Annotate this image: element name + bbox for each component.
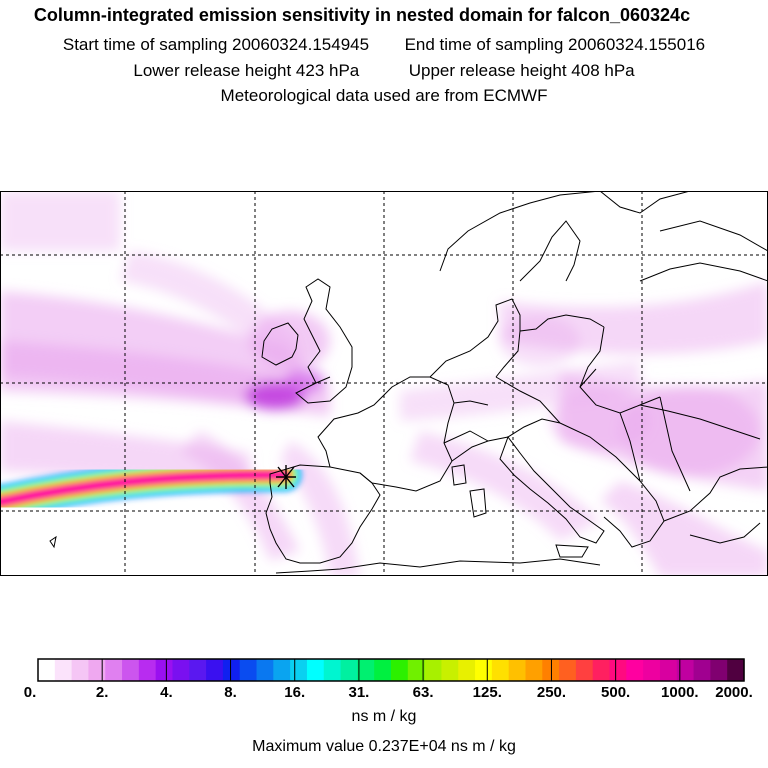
colorbar-cell — [138, 659, 157, 681]
maximum-value-label: Maximum value 0.237E+04 ns m / kg — [252, 738, 516, 755]
plot-title: Column-integrated emission sensitivity i… — [33, 5, 691, 25]
emission-plume — [1, 457, 302, 519]
colorbar-cell — [441, 659, 459, 681]
colorbar-cell — [155, 659, 174, 681]
colorbar-cell — [693, 659, 711, 681]
colorbar-cell — [710, 659, 728, 681]
coastlines — [49, 192, 767, 574]
start-time-label: Start time of sampling 20060324.154945 — [62, 35, 370, 54]
colorbar-tick-label: 2000. — [715, 684, 753, 701]
colorbar-cell — [222, 659, 241, 681]
colorbar-cell — [727, 659, 745, 681]
colorbar-cell — [458, 659, 476, 681]
colorbar-cell — [88, 659, 106, 681]
colorbar-cell — [676, 659, 695, 681]
colorbar-cell — [357, 659, 375, 681]
upper-height-label: Upper release height 408 hPa — [408, 61, 635, 80]
colorbar-cell — [38, 659, 56, 681]
colorbar-tick-label: 250. — [536, 684, 567, 701]
colorbar-cell — [475, 659, 493, 681]
colorbar-cell — [306, 659, 325, 681]
colorbar-tick-label: 2. — [95, 684, 109, 701]
colorbar-cell — [391, 659, 409, 681]
colorbar-cell — [592, 659, 611, 681]
colorbar-cell — [256, 659, 274, 681]
colorbar-tick-label: 500. — [601, 684, 631, 701]
colorbar-tick-label: 0. — [23, 684, 37, 701]
end-time-label: End time of sampling 20060324.155016 — [404, 35, 706, 54]
colorbar-cell — [659, 659, 678, 681]
colorbar-cell — [239, 659, 258, 681]
release-heights: Lower release height 423 hPa Upper relea… — [0, 61, 768, 81]
colorbar — [37, 658, 745, 682]
colorbar-unit-label: ns m / kg — [351, 708, 417, 725]
colorbar-cell — [122, 659, 140, 681]
sampling-times: Start time of sampling 20060324.154945 E… — [0, 35, 768, 55]
colorbar-cell — [340, 659, 358, 681]
colorbar-frame — [37, 658, 745, 682]
colorbar-cell — [323, 659, 342, 681]
colorbar-cell — [525, 659, 543, 681]
colorbar-tick-label: 8. — [224, 684, 237, 701]
colorbar-cell — [290, 659, 308, 681]
colorbar-tick-label: 1000. — [661, 684, 699, 701]
colorbar-cell — [491, 659, 510, 681]
colorbar-cell — [643, 659, 661, 681]
colorbar-tick-label: 16. — [284, 684, 306, 701]
colorbar-cell — [424, 659, 443, 681]
colorbar-cell — [54, 659, 73, 681]
colorbar-cell — [559, 659, 577, 681]
colorbar-tick-label: 125. — [472, 684, 502, 701]
met-data-label: Meteorological data used are from ECMWF — [220, 86, 548, 105]
colorbar-dividers — [101, 659, 681, 681]
colorbar-cell — [71, 659, 90, 681]
colorbar-cell — [273, 659, 291, 681]
colorbar-cell — [206, 659, 224, 681]
colorbar-cell — [172, 659, 190, 681]
colorbar-cells — [38, 659, 745, 681]
colorbar-cell — [626, 659, 644, 681]
colorbar-cell — [609, 659, 627, 681]
colorbar-tick-label: 63. — [412, 684, 434, 701]
colorbar-cell — [189, 659, 207, 681]
sensitivity-map — [0, 191, 768, 576]
colorbar-tick-label: 31. — [348, 684, 370, 701]
graticule — [1, 192, 767, 575]
colorbar-cell — [374, 659, 392, 681]
colorbar-cell — [105, 659, 123, 681]
lower-height-label: Lower release height 423 hPa — [133, 61, 360, 80]
colorbar-cell — [575, 659, 594, 681]
colorbar-cell — [407, 659, 426, 681]
asterisk-marker-icon — [276, 465, 296, 489]
colorbar-cell — [508, 659, 527, 681]
colorbar-tick-label: 4. — [160, 684, 173, 701]
